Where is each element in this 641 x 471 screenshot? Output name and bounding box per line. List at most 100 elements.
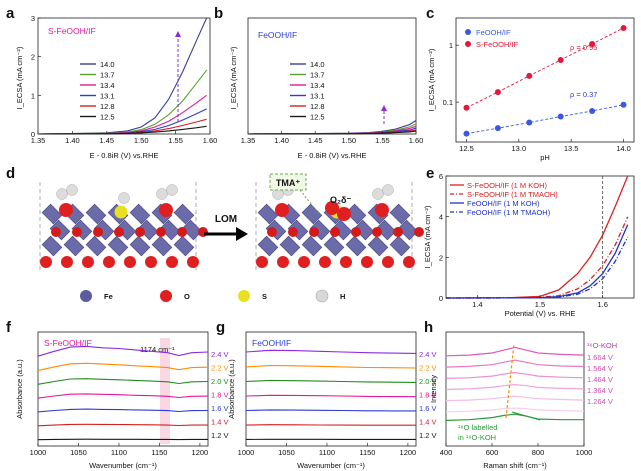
series-lines-e (445, 175, 629, 299)
voltage-label-f-5: 1.4 V (211, 418, 229, 427)
series-line-h-2 (445, 371, 585, 379)
legend-b: 14.0 13.713.4 13.112.8 12.5 (290, 60, 325, 122)
voltage-label-f-6: 1.2 V (211, 431, 229, 440)
point-c-1-5 (620, 25, 627, 32)
rho-label-f: ρ = 0.37 (570, 90, 597, 99)
x-tick-label-c-3: 14.0 (616, 144, 631, 153)
legend-label-a-5: 12.5 (100, 113, 115, 122)
point-c-0-2 (526, 119, 533, 126)
o-atom (309, 227, 319, 237)
legend-label-b-1: 13.7 (310, 71, 325, 80)
y-tick-label-c-0: 0.1 (443, 98, 453, 107)
series-lines-g (245, 349, 417, 440)
x-tick-label-f-1: 1050 (70, 448, 87, 457)
series-line-f-0 (37, 345, 209, 357)
o-atom (375, 203, 389, 217)
legend-label-b-3: 13.1 (310, 92, 325, 101)
series-line-a-13.4 (37, 94, 207, 135)
x-ticks-b: 1.35 1.40 1.45 1.50 1.55 1.60 (241, 131, 424, 145)
x-tick-label-g-2: 1100 (319, 448, 335, 457)
panel-letter-b: b (214, 5, 223, 22)
legend-label-e-1: S-FeOOH/IF (1 M TMAOH) (467, 190, 558, 199)
o-atom (72, 227, 82, 237)
panel-letter-a: a (6, 5, 15, 22)
x-ticks-g: 1000 1050 1100 1150 1200 (238, 443, 416, 457)
series-lines-f (37, 345, 209, 441)
voltage-label-h-1: 1.564 V (587, 364, 613, 373)
x-ticks-e: 1.4 1.5 1.6 (472, 295, 608, 309)
legend-label-e-2: FeOOH/IF (1 M KOH) (467, 199, 540, 208)
x-tick-label-b-0: 1.35 (241, 136, 256, 145)
series-line-f-1 (37, 362, 209, 371)
series-line-g-3 (245, 394, 417, 398)
rho-label-s: ρ = 0.95 (570, 43, 597, 52)
o-atom (61, 256, 73, 268)
series-line-h-1 (445, 359, 585, 368)
voltage-label-g-1: 2.2 V (419, 364, 437, 373)
voltage-label-f-0: 2.4 V (211, 350, 229, 359)
tma-label: TMA⁺ (276, 178, 300, 188)
o-atom (159, 203, 173, 217)
y-tick-label-e-2: 4 (439, 213, 443, 222)
voltage-label-h-2: 1.464 V (587, 375, 613, 384)
o-atom-icon (160, 290, 172, 302)
x-tick-label-b-5: 1.60 (409, 136, 424, 145)
panel-letter-e: e (426, 165, 434, 182)
fe-octahedron (129, 235, 151, 257)
panel-g: g FeOOH/IF 2.4 V 2.2 V 2.0 V 1.8 V 1.6 V 1.4 … (216, 319, 437, 470)
point-c-1-0 (463, 104, 470, 111)
o-atom (319, 256, 331, 268)
h-atom (382, 184, 394, 196)
legend-label-a-3: 13.1 (100, 92, 115, 101)
y-ticks-a: 0 1 2 3 (31, 14, 41, 139)
structure-pristine (39, 182, 208, 270)
panel-h: h ¹⁶O-KOH 1.664 V 1.564 V 1.464 V 1.364 V 1.2… (424, 319, 617, 470)
series-line-a-13.7 (37, 69, 208, 135)
x-tick-label-a-0: 1.35 (31, 136, 46, 145)
fe-octahedron (257, 203, 279, 225)
y-tick-label-e-0: 0 (439, 294, 443, 303)
fe-octahedron (301, 235, 323, 257)
h-atom (166, 184, 178, 196)
series-line-h-6 (445, 413, 584, 421)
fe-octahedron (129, 203, 151, 225)
fe-octahedron (41, 235, 63, 257)
x-tick-label-e-1: 1.5 (535, 300, 545, 309)
voltage-label-h-3: 1.364 V (587, 386, 613, 395)
legend-label-a-1: 13.7 (100, 71, 115, 80)
fit-line-c-0 (466, 104, 624, 135)
fe-octahedron (397, 219, 419, 241)
series-line-e-2 (445, 224, 629, 299)
structure-lom: TMA⁺ O₂δ⁻ (255, 173, 424, 270)
legend-marker-feooh (465, 29, 471, 35)
x-tick-label-a-3: 1.50 (134, 136, 149, 145)
legend-label-b-2: 13.4 (310, 81, 325, 90)
h-atom (118, 192, 130, 204)
voltage-label-g-5: 1.4 V (419, 418, 437, 427)
legend-label-e-3: FeOOH/IF (1 M TMAOH) (467, 208, 551, 217)
y-ticks-c: 0.11 (443, 41, 459, 107)
note-h-line2: in ¹⁶O-KOH (458, 433, 496, 442)
x-label-e: Potential (V) vs. RHE (505, 309, 576, 318)
o-atom (93, 227, 103, 237)
panel-title-b: FeOOH/IF (258, 30, 297, 40)
legend-a: 14.0 13.713.4 13.112.8 12.5 (80, 60, 115, 122)
point-c-1-4 (589, 40, 596, 47)
legend-label-b-0: 14.0 (310, 60, 325, 69)
top-label-h: ¹⁶O-KOH (587, 341, 617, 350)
y-label-e: I_ECSA (mA cm⁻²) (423, 205, 432, 268)
voltage-label-g-2: 2.0 V (419, 377, 437, 386)
fe-octahedron (41, 203, 63, 225)
voltage-label-g-6: 1.2 V (419, 431, 437, 440)
series-line-g-0 (245, 349, 417, 354)
y-label-f: Absorbance (a.u.) (15, 359, 24, 419)
o-atom (267, 227, 277, 237)
x-tick-label-e-2: 1.6 (597, 300, 607, 309)
y-label-g: Absorbance (a.u.) (227, 359, 236, 419)
o-atom (340, 256, 352, 268)
y-label-a: I_ECSA (mA cm⁻²) (15, 46, 24, 109)
o-atom (414, 227, 424, 237)
panel-title-f: S-FeOOH/IF (44, 338, 92, 348)
y-tick-label-e-1: 2 (439, 253, 443, 262)
plot-frame-g (245, 331, 417, 447)
